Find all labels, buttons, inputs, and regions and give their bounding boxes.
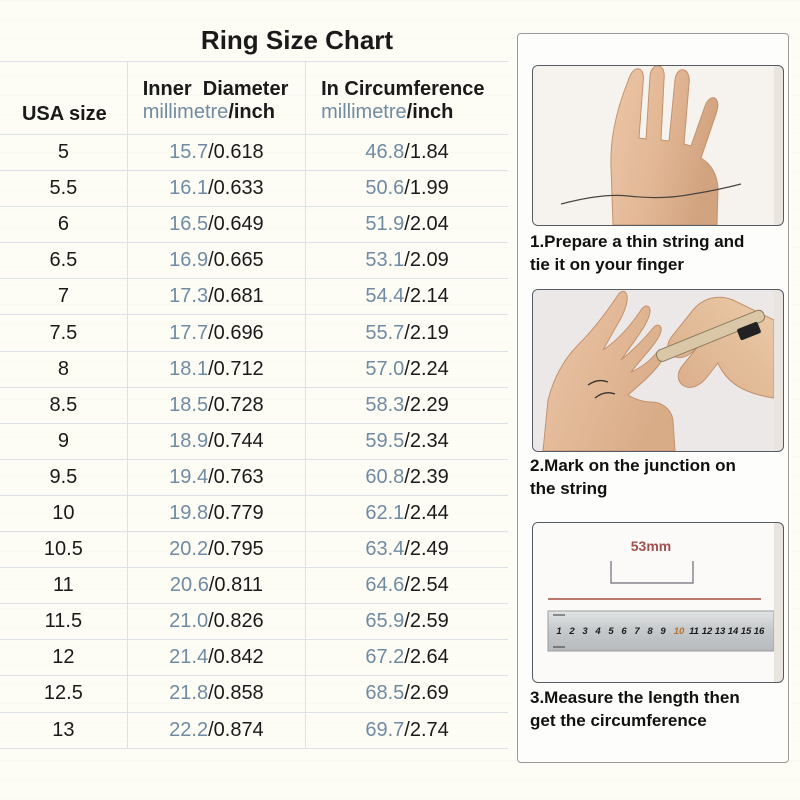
svg-text:4: 4 [594, 626, 601, 637]
svg-text:16: 16 [754, 626, 765, 637]
svg-text:13: 13 [715, 626, 726, 637]
svg-text:1: 1 [556, 626, 561, 637]
svg-text:2: 2 [568, 626, 575, 637]
svg-text:8: 8 [647, 626, 653, 637]
svg-text:15: 15 [741, 626, 752, 637]
svg-text:3: 3 [582, 626, 588, 637]
svg-text:9: 9 [660, 626, 666, 637]
svg-text:10: 10 [674, 626, 685, 637]
svg-text:11: 11 [689, 626, 699, 637]
svg-text:6: 6 [621, 626, 627, 637]
svg-text:7: 7 [634, 626, 640, 637]
svg-text:5: 5 [608, 626, 614, 637]
svg-text:12: 12 [702, 626, 713, 637]
svg-text:14: 14 [728, 626, 739, 637]
svg-text:53mm: 53mm [631, 538, 671, 554]
